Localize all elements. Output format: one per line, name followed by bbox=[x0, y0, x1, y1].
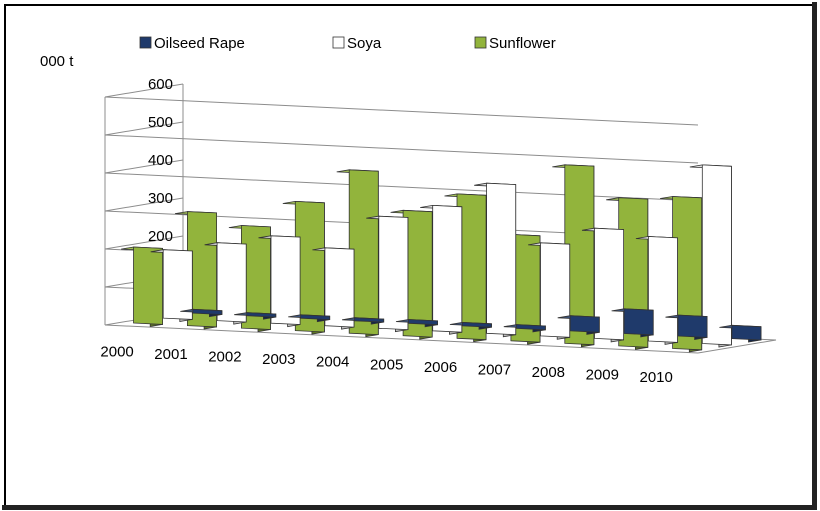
bar-sunflower-2006 bbox=[444, 193, 487, 343]
bar-oilseed-rape-2003 bbox=[342, 317, 385, 325]
y-axis-label: 000 t bbox=[40, 53, 74, 70]
bar-oilseed-rape-2006 bbox=[503, 324, 546, 333]
bar-oilseed-rape-2009 bbox=[665, 314, 708, 340]
bar-oilseed-rape-2004 bbox=[395, 319, 439, 328]
bar-soya-2009 bbox=[635, 236, 678, 345]
bar-sunflower-2007 bbox=[498, 233, 541, 345]
bar-sunflower-2005 bbox=[390, 209, 433, 340]
bar-sunflower-2000 bbox=[121, 246, 164, 327]
bars bbox=[121, 164, 762, 353]
y-tick-label: 200 bbox=[148, 228, 173, 245]
bar-oilseed-rape-2000 bbox=[180, 308, 223, 318]
x-tick-label: 2008 bbox=[532, 364, 565, 381]
x-tick-label: 2007 bbox=[478, 361, 511, 378]
legend-swatch bbox=[139, 36, 152, 49]
legend-label: Oilseed Rape bbox=[154, 35, 245, 52]
bar-soya-2006 bbox=[474, 182, 517, 338]
legend-item-oilseed-rape: Oilseed Rape bbox=[139, 35, 245, 52]
bar-sunflower-2010 bbox=[660, 196, 703, 353]
bar-soya-2010 bbox=[689, 164, 732, 348]
x-tick-label: 2010 bbox=[639, 369, 672, 386]
bar-soya-2002 bbox=[258, 235, 301, 328]
y-tick-label: 500 bbox=[148, 114, 173, 131]
bar-soya-2007 bbox=[528, 242, 571, 340]
y-tick-label: 400 bbox=[148, 152, 173, 169]
bar-sunflower-2003 bbox=[282, 200, 325, 335]
frame-shadow-bottom bbox=[2, 505, 817, 510]
legend: Oilseed Rape Soya Sunflower bbox=[139, 35, 556, 52]
bar-soya-2003 bbox=[312, 247, 355, 330]
x-tick-label: 2001 bbox=[154, 346, 187, 363]
bar-oilseed-rape-2008 bbox=[611, 308, 654, 338]
x-axis-tick-labels: 2000 2001 2002 2003 2004 2005 2006 2007 2008 2009… bbox=[100, 344, 672, 386]
x-tick-label: 2000 bbox=[100, 344, 133, 361]
x-tick-label: 2002 bbox=[208, 349, 241, 366]
x-tick-label: 2004 bbox=[316, 354, 349, 371]
bar-soya-2000 bbox=[150, 249, 193, 322]
bar-soya-2004 bbox=[366, 215, 409, 333]
bar-oilseed-rape-2010 bbox=[719, 324, 762, 343]
legend-swatch bbox=[332, 36, 345, 49]
bar-sunflower-2001 bbox=[174, 211, 218, 330]
x-tick-label: 2006 bbox=[424, 359, 457, 376]
bar-oilseed-rape-2001 bbox=[234, 312, 277, 320]
x-tick-label: 2003 bbox=[262, 351, 295, 368]
bar-oilseed-rape-2005 bbox=[449, 321, 492, 330]
bar-soya-2005 bbox=[420, 204, 463, 335]
y-tick-label: 600 bbox=[148, 76, 173, 93]
legend-label: Sunflower bbox=[489, 35, 556, 52]
legend-item-soya: Soya bbox=[332, 35, 382, 52]
bar-soya-2001 bbox=[204, 242, 247, 325]
x-tick-label: 2005 bbox=[370, 356, 403, 373]
bar-soya-2008 bbox=[581, 227, 624, 343]
legend-item-sunflower: Sunflower bbox=[474, 35, 556, 52]
bar-sunflower-2008 bbox=[552, 164, 595, 348]
legend-swatch bbox=[474, 36, 487, 49]
bar-sunflower-2004 bbox=[336, 169, 379, 338]
x-tick-label: 2009 bbox=[586, 366, 619, 383]
frame-shadow-right bbox=[812, 2, 817, 509]
legend-label: Soya bbox=[347, 35, 382, 52]
bar-oilseed-rape-2002 bbox=[288, 314, 331, 323]
bar-oilseed-rape-2007 bbox=[557, 315, 600, 335]
y-tick-label: 300 bbox=[148, 190, 173, 207]
